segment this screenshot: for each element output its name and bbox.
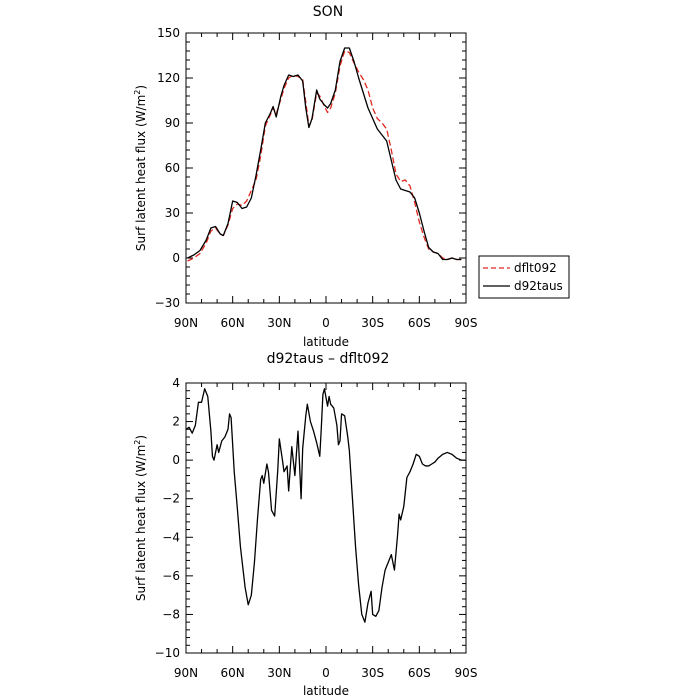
bottom-chart-title: d92taus – dflt092 [267, 351, 390, 367]
series-line-d92taus [187, 47, 462, 261]
y-tick-label: 120 [157, 71, 180, 85]
x-tick-label: 90N [174, 666, 198, 680]
top-chart-x-axis-label: latitude [303, 335, 349, 349]
legend-label-dflt092: dflt092 [514, 261, 557, 275]
bottom-chart-y-axis-label: Surf latent heat flux (W/m2) [133, 435, 148, 601]
x-tick-label: 30N [267, 316, 291, 330]
legend: dflt092 d92taus [478, 255, 570, 299]
x-tick-label: 90S [455, 316, 478, 330]
top-chart-y-tick-labels: −30 0 30 60 90 120 150 [155, 26, 180, 310]
series-line-dflt092 [187, 50, 462, 262]
y-tick-label: −4 [162, 530, 180, 544]
bottom-chart-y-axis-unit-close: ) [134, 435, 148, 440]
bottom-chart-y-tick-labels: −10 −8 −6 −4 −2 0 2 4 [155, 376, 180, 660]
top-chart-x-tick-labels: 90N 60N 30N 0 30S 60S 90S [174, 316, 478, 330]
top-chart-series [187, 47, 462, 262]
y-tick-label: 4 [172, 376, 180, 390]
y-tick-label: 150 [157, 26, 180, 40]
x-tick-label: 0 [322, 316, 330, 330]
bottom-chart-y-axis-unit-sup: 2 [133, 440, 142, 445]
top-chart-frame [185, 32, 467, 304]
y-tick-label: 2 [172, 415, 180, 429]
top-chart-title: SON [313, 4, 343, 20]
legend-box [478, 255, 570, 299]
top-chart-y-axis-unit-base: (W/m [134, 95, 148, 127]
series-line-difference-0 [185, 388, 466, 623]
x-tick-label: 0 [322, 666, 330, 680]
y-tick-label: 30 [165, 206, 180, 220]
x-tick-label: 60S [408, 316, 431, 330]
y-tick-label: −30 [155, 296, 180, 310]
top-chart-y-axis-label: Surf latent heat flux (W/m2) [133, 85, 148, 251]
y-tick-label: −6 [162, 569, 180, 583]
bottom-chart-x-tick-labels: 90N 60N 30N 0 30S 60S 90S [174, 666, 478, 680]
x-tick-label: 30S [361, 316, 384, 330]
bottom-chart-y-axis-label-name: Surf latent heat flux [134, 481, 148, 601]
y-tick-label: 0 [172, 251, 180, 265]
y-tick-label: 0 [172, 453, 180, 467]
bottom-chart-x-axis-label: latitude [303, 684, 349, 698]
bottom-chart-frame [185, 382, 467, 654]
y-tick-label: 60 [165, 161, 180, 175]
bottom-chart-y-axis-unit-base: (W/m [134, 445, 148, 477]
x-tick-label: 60N [221, 666, 245, 680]
x-tick-label: 30N [267, 666, 291, 680]
x-tick-label: 90N [174, 316, 198, 330]
y-tick-label: −8 [162, 607, 180, 621]
top-chart-ticks [185, 32, 467, 304]
x-tick-label: 60N [221, 316, 245, 330]
y-tick-label: 90 [165, 116, 180, 130]
bottom-chart-series [185, 388, 466, 623]
y-tick-label: −2 [162, 492, 180, 506]
top-chart-son: SON −30 0 30 60 90 120 150 90N 60N 30N 0 30S 60S 90S… [133, 4, 477, 349]
x-tick-label: 30S [361, 666, 384, 680]
legend-label-d92taus: d92taus [514, 279, 563, 293]
top-chart-y-axis-label-name: Surf latent heat flux [134, 131, 148, 251]
bottom-chart-difference: d92taus – dflt092 −10 −8 −6 −4 −2 0 2 4 90N 60N 3… [133, 351, 477, 698]
x-tick-label: 60S [408, 666, 431, 680]
top-chart-y-axis-unit-close: ) [134, 85, 148, 90]
y-tick-label: −10 [155, 646, 180, 660]
top-chart-y-axis-unit-sup: 2 [133, 90, 142, 95]
x-tick-label: 90S [455, 666, 478, 680]
